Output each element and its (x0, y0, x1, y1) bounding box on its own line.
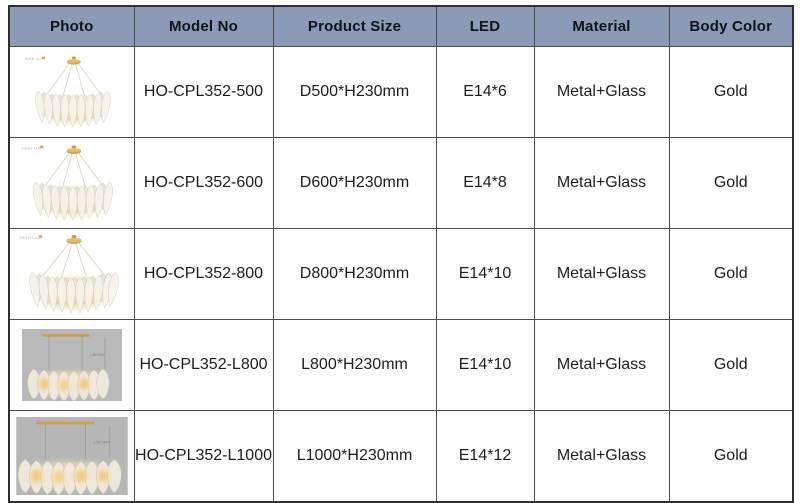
table-row: HIGH·LUX (8, 137, 794, 229)
cell-product-size: D500*H230mm (272, 46, 437, 138)
table-row: HIGH·LUX (8, 46, 794, 138)
watermark-text: HIGH·LUX (20, 235, 41, 240)
column-header-model-no: Model No (133, 5, 274, 47)
cell-body-color: Gold (668, 137, 794, 229)
watermark-accent (41, 56, 45, 60)
cell-model-no: HO-CPL352-L800 (133, 319, 274, 411)
cell-led: E14*6 (435, 46, 535, 138)
cell-body-color: Gold (668, 319, 794, 411)
round-chandelier-photo: HIGH·LUX (20, 234, 121, 314)
cell-material: Metal+Glass (533, 410, 670, 503)
column-header-photo: Photo (8, 5, 135, 47)
cell-body-color: Gold (668, 228, 794, 320)
round-chandelier-photo: HIGH·LUX (24, 56, 112, 128)
product-photo-cell: HIGH·LUX (8, 137, 135, 229)
watermark-text: HIGH·LUX (24, 57, 43, 61)
column-header-led: LED (435, 5, 535, 47)
table-row: 1.5M MAX (8, 319, 794, 411)
linear-chandelier-photo: 1.5M MAX (16, 417, 128, 495)
product-photo-cell: 1.5M MAX (8, 319, 135, 411)
cell-product-size: L1000*H230mm (272, 410, 437, 503)
product-photo-cell: HIGH·LUX (8, 228, 135, 320)
product-spec-table: Photo Model No Product Size LED Material… (8, 5, 794, 503)
column-header-product-size: Product Size (272, 5, 437, 47)
cell-body-color: Gold (668, 46, 794, 138)
product-photo-cell: 1.5M MAX (8, 410, 135, 503)
cell-material: Metal+Glass (533, 46, 670, 138)
watermark-accent (38, 235, 42, 238)
table-header: Photo Model No Product Size LED Material… (8, 5, 794, 47)
column-header-material: Material (533, 5, 670, 47)
table-row: 1.5M MAX (8, 410, 794, 503)
header-row: Photo Model No Product Size LED Material… (8, 5, 794, 47)
cell-body-color: Gold (668, 410, 794, 503)
cell-led: E14*10 (435, 228, 535, 320)
cell-material: Metal+Glass (533, 137, 670, 229)
cell-model-no: HO-CPL352-600 (133, 137, 274, 229)
column-header-body-color: Body Color (668, 5, 794, 47)
cell-product-size: L800*H230mm (272, 319, 437, 411)
cell-model-no: HO-CPL352-L1000 (133, 410, 274, 503)
cell-led: E14*10 (435, 319, 535, 411)
linear-chandelier-photo: 1.5M MAX (21, 329, 122, 401)
table-row: HIGH·LUX (8, 228, 794, 320)
dimension-label: 1.5M MAX (93, 441, 110, 445)
cell-model-no: HO-CPL352-800 (133, 228, 274, 320)
dimension-label: 1.5M MAX (90, 353, 106, 357)
cell-led: E14*12 (435, 410, 535, 503)
cell-material: Metal+Glass (533, 319, 670, 411)
cell-led: E14*8 (435, 137, 535, 229)
round-chandelier-photo: HIGH·LUX (22, 145, 115, 222)
cell-model-no: HO-CPL352-500 (133, 46, 274, 138)
cell-material: Metal+Glass (533, 228, 670, 320)
watermark-accent (39, 145, 44, 149)
cell-product-size: D600*H230mm (272, 137, 437, 229)
watermark-text: HIGH·LUX (22, 146, 42, 150)
cell-product-size: D800*H230mm (272, 228, 437, 320)
product-photo-cell: HIGH·LUX (8, 46, 135, 138)
